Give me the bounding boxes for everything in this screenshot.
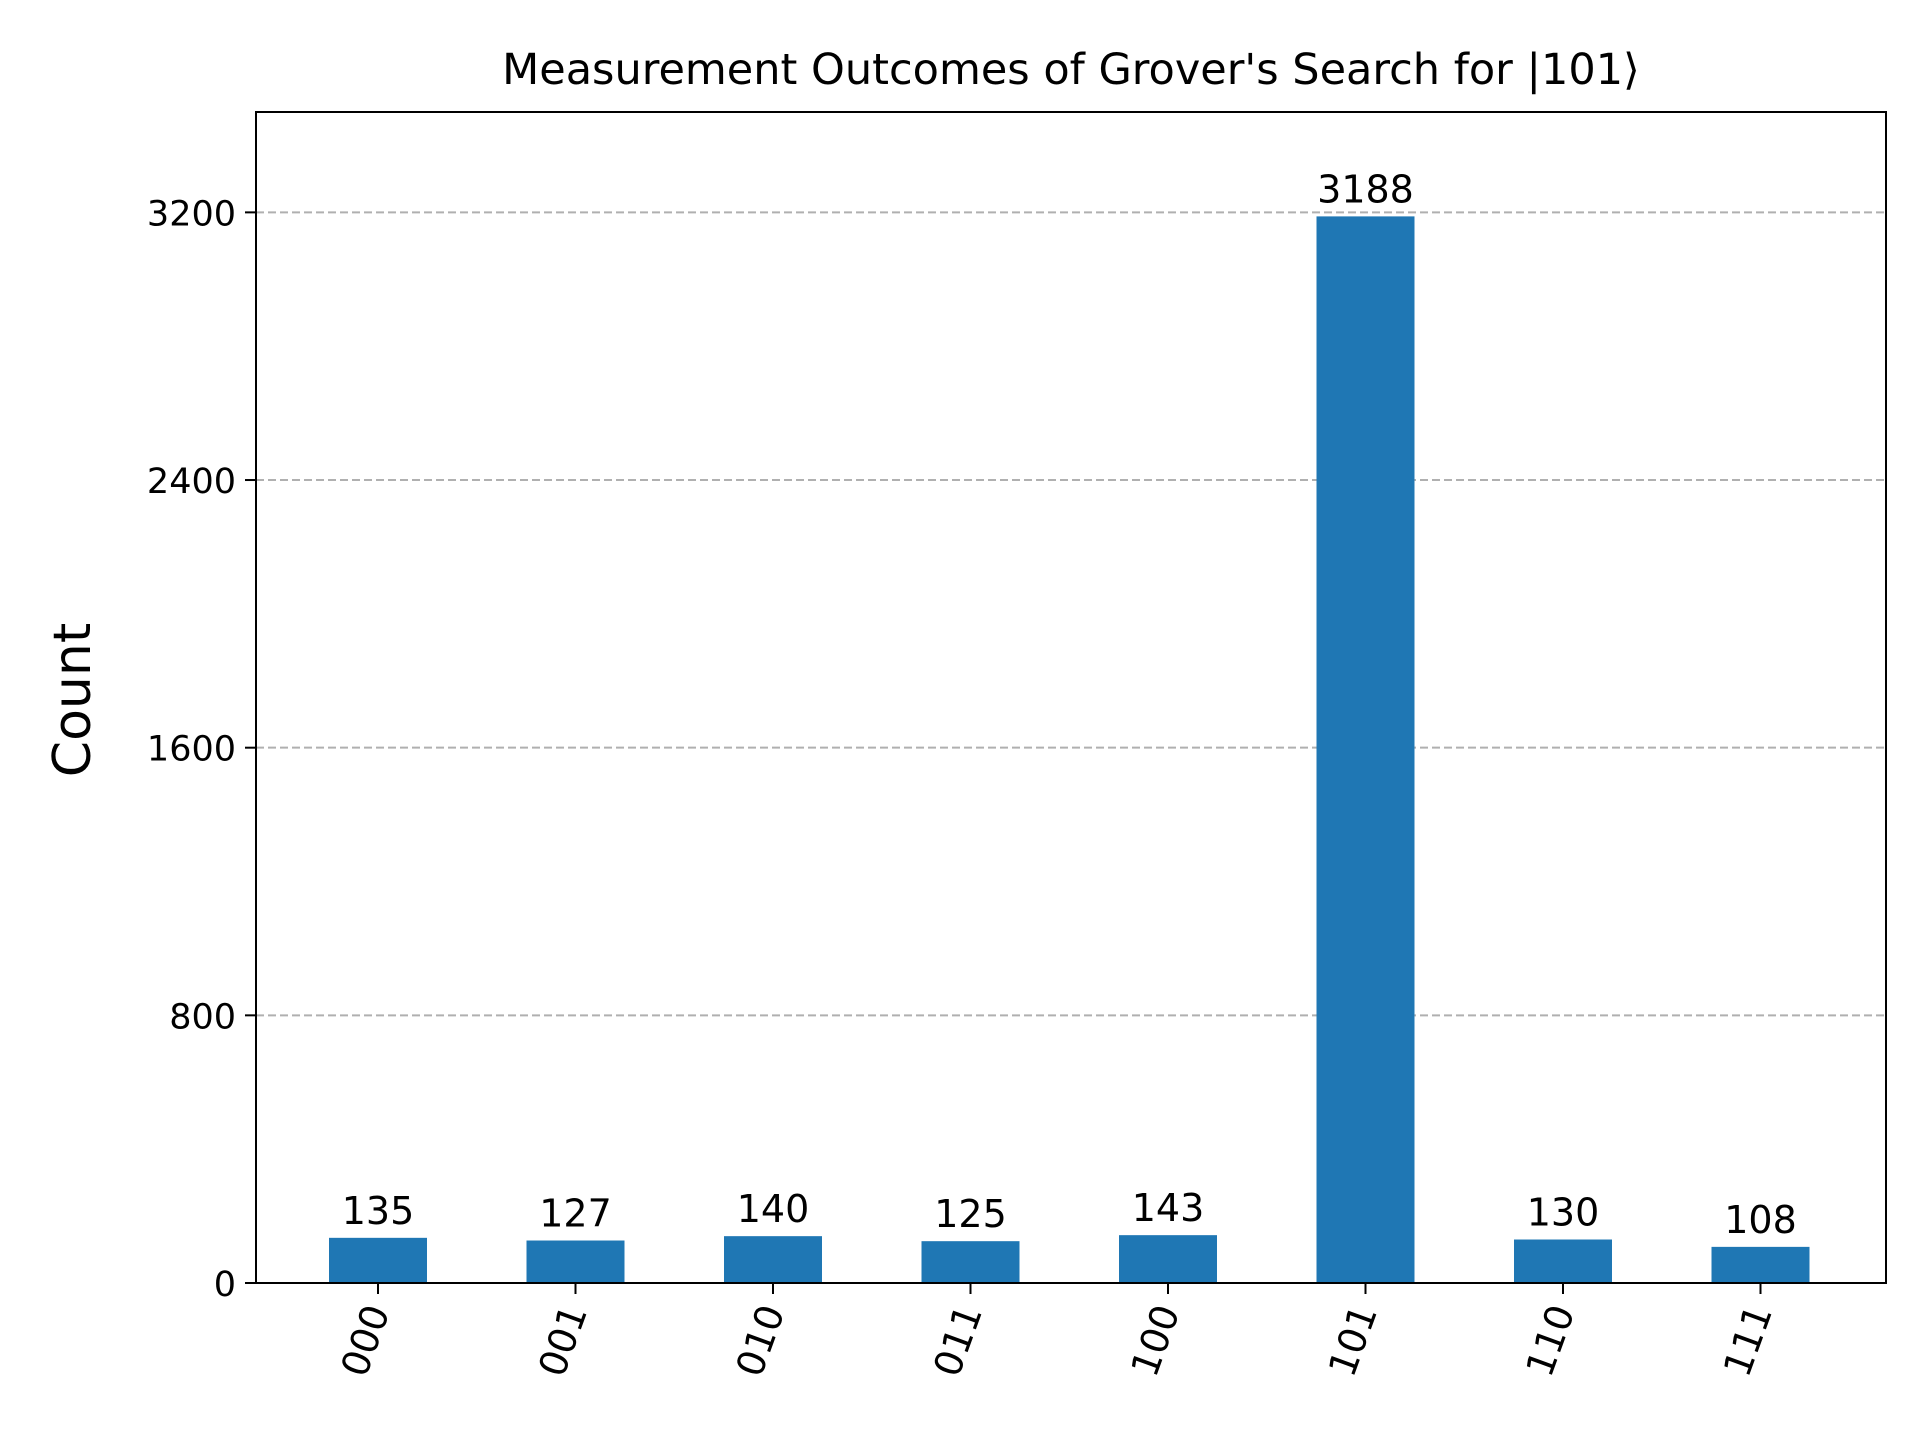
data-label-101: 3188 bbox=[1317, 167, 1414, 211]
y-tick-label: 1600 bbox=[147, 730, 236, 770]
gridlines bbox=[256, 211, 1886, 1017]
data-label-001: 127 bbox=[539, 1192, 612, 1236]
bar-100 bbox=[1119, 1235, 1217, 1283]
chart-title: Measurement Outcomes of Grover's Search … bbox=[502, 45, 1640, 95]
data-labels: 135 127 140 125 143 3188 130 108 bbox=[342, 167, 1797, 1241]
y-tick-label: 3200 bbox=[147, 194, 236, 234]
bar-101 bbox=[1316, 216, 1415, 1284]
y-tick-label: 2400 bbox=[147, 462, 236, 502]
data-label-100: 143 bbox=[1132, 1186, 1205, 1230]
data-label-000: 135 bbox=[342, 1189, 415, 1233]
bar-001 bbox=[526, 1240, 625, 1283]
bar-110 bbox=[1514, 1239, 1612, 1283]
bar-010 bbox=[724, 1236, 822, 1283]
y-axis-ticks: 0 800 1600 2400 3200 bbox=[147, 194, 256, 1305]
bar-000 bbox=[329, 1237, 427, 1283]
bars bbox=[329, 216, 1810, 1284]
y-tick-label: 0 bbox=[214, 1265, 236, 1305]
data-label-010: 140 bbox=[737, 1187, 810, 1231]
data-label-111: 108 bbox=[1724, 1198, 1797, 1242]
bar-111 bbox=[1711, 1246, 1810, 1283]
data-label-011: 125 bbox=[934, 1192, 1007, 1236]
plot-frame bbox=[255, 111, 1887, 1284]
data-label-110: 130 bbox=[1527, 1191, 1600, 1235]
y-tick-label: 800 bbox=[169, 997, 236, 1037]
bar-011 bbox=[921, 1241, 1020, 1283]
y-axis-label: Count bbox=[43, 623, 103, 777]
